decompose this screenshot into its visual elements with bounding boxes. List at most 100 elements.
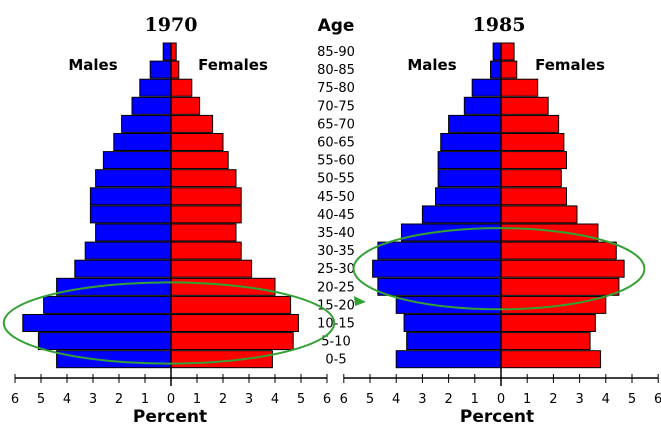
female-bar-75-80 [500,78,539,97]
female-bar-75-80 [170,78,193,97]
male-bar-45-50 [435,187,502,206]
males-label-1985: Males [407,56,456,74]
female-bar-70-75 [170,96,201,115]
male-bar-50-55 [437,169,502,188]
male-bar-30-35 [84,241,172,260]
x-tick-label: 4 [271,392,279,407]
arrow-icon [354,296,366,306]
x-tick-label: 5 [628,392,636,407]
female-bar-10-15 [500,314,596,332]
male-bar-40-45 [421,205,502,224]
male-bar-70-75 [463,96,502,115]
female-bar-35-40 [170,223,237,242]
male-bar-55-60 [437,151,502,170]
age-group-label: 65-70 [317,117,355,132]
female-bar-55-60 [170,151,229,170]
x-tick-label: 6 [323,392,331,407]
age-group-label: 0-5 [325,353,346,368]
male-bar-80-85 [149,60,172,79]
x-tick-label: 3 [89,392,97,407]
x-tick-label: 5 [297,392,305,407]
female-bar-60-65 [500,133,565,151]
age-group-label: 85-90 [317,45,355,60]
x-tick-label: 5 [37,392,45,407]
highlight-ellipse-1970 [2,281,336,365]
x-tick-label: 6 [11,392,19,407]
male-bar-0-5 [395,350,502,369]
female-bar-55-60 [500,151,567,170]
age-group-label: 15-20 [317,298,355,313]
x-tick-label: 2 [444,392,452,407]
female-bar-0-5 [170,350,273,369]
male-bar-65-70 [121,114,172,133]
female-bar-25-30 [500,259,625,278]
male-bar-20-25 [56,277,172,296]
males-label-1970: Males [68,56,117,74]
female-bar-80-85 [170,60,180,79]
female-bar-45-50 [500,187,567,206]
female-bar-70-75 [500,96,549,115]
female-bar-50-55 [500,169,562,188]
age-group-label: 55-60 [317,154,355,169]
age-group-label: 5-10 [321,335,351,350]
chart-marks: 85-9080-8575-8070-7565-7060-6555-6050-55… [2,42,661,407]
age-group-label: 60-65 [317,136,355,151]
x-tick-label: 1 [193,392,201,407]
female-bar-20-25 [500,277,620,296]
male-bar-15-20 [395,295,502,314]
age-group-label: 30-35 [317,244,355,259]
age-group-label: 40-45 [317,208,355,223]
male-bar-75-80 [139,78,172,97]
female-bar-5-10 [170,332,294,351]
age-group-label: 20-25 [317,280,355,295]
age-group-label: 70-75 [317,99,355,114]
x-tick-label: 0 [167,392,175,407]
female-bar-85-90 [500,42,515,61]
male-bar-10-15 [22,314,172,332]
male-bar-75-80 [471,78,502,97]
female-bar-85-90 [170,42,177,61]
age-group-label: 25-30 [317,262,355,277]
female-bar-65-70 [170,114,214,133]
x-tick-label: 2 [219,392,227,407]
male-bar-25-30 [372,259,502,278]
female-bar-60-65 [170,133,224,151]
pyramid-1970: 6 5 4 3 2 1 0 1 2 3 4 5 6 [2,42,336,407]
male-bar-35-40 [400,223,502,242]
female-bar-10-15 [170,314,299,332]
female-bar-0-5 [500,350,602,369]
x-tick-label: 4 [63,392,71,407]
male-bar-60-65 [113,133,172,151]
female-bar-30-35 [170,241,242,260]
x-axis-label-1985: Percent [460,407,534,427]
age-axis-header: Age [318,16,355,36]
x-tick-label: 2 [549,392,557,407]
male-bar-15-20 [43,295,172,314]
male-bar-20-25 [377,277,502,296]
male-bar-65-70 [448,114,502,133]
age-group-label: 45-50 [317,190,355,205]
x-tick-label: 3 [245,392,253,407]
male-bar-80-85 [490,60,502,79]
chart-title-1985: 1985 [473,14,526,36]
male-bar-50-55 [95,169,172,188]
x-tick-label: 3 [418,392,426,407]
female-bar-50-55 [170,169,237,188]
age-group-label: 10-15 [317,317,355,332]
female-bar-35-40 [500,223,599,242]
x-tick-label: 2 [115,392,123,407]
female-bar-15-20 [500,295,607,314]
age-group-label: 50-55 [317,172,355,187]
female-bar-40-45 [500,205,578,224]
age-group-label: 75-80 [317,81,355,96]
female-bar-45-50 [170,187,242,206]
female-bar-30-35 [500,241,617,260]
x-tick-label: 3 [575,392,583,407]
females-label-1985: Females [535,56,605,74]
x-tick-label: 1 [471,392,479,407]
x-tick-label: 1 [141,392,149,407]
female-bar-5-10 [500,332,591,351]
female-bar-65-70 [500,114,560,133]
females-label-1970: Females [198,56,268,74]
x-tick-label: 6 [654,392,661,407]
